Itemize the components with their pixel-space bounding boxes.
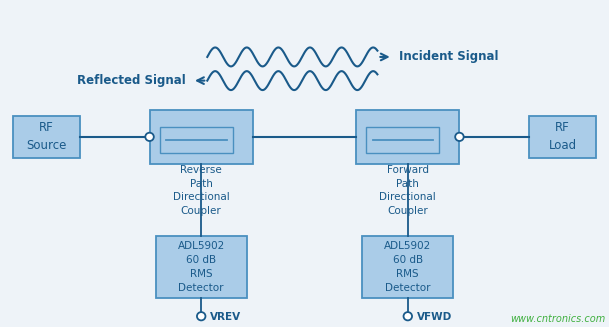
Text: ADL5902
60 dB
RMS
Detector: ADL5902 60 dB RMS Detector (178, 241, 225, 293)
Text: VREV: VREV (210, 312, 241, 322)
Text: ADL5902
60 dB
RMS
Detector: ADL5902 60 dB RMS Detector (384, 241, 431, 293)
Text: RF
Load: RF Load (549, 121, 577, 152)
Circle shape (455, 133, 463, 141)
FancyBboxPatch shape (160, 127, 233, 153)
FancyBboxPatch shape (156, 236, 247, 298)
FancyBboxPatch shape (150, 110, 253, 164)
Text: RF
Source: RF Source (26, 121, 66, 152)
Text: Incident Signal: Incident Signal (399, 50, 498, 63)
FancyBboxPatch shape (13, 116, 80, 158)
Text: Reflected Signal: Reflected Signal (77, 74, 186, 87)
Circle shape (197, 312, 205, 320)
FancyBboxPatch shape (367, 127, 439, 153)
FancyBboxPatch shape (362, 236, 453, 298)
Text: Reverse
Path
Directional
Coupler: Reverse Path Directional Coupler (173, 165, 230, 216)
FancyBboxPatch shape (356, 110, 459, 164)
Circle shape (404, 312, 412, 320)
Text: www.cntronics.com: www.cntronics.com (510, 314, 605, 324)
Circle shape (146, 133, 154, 141)
FancyBboxPatch shape (529, 116, 596, 158)
Text: VFWD: VFWD (417, 312, 452, 322)
Text: Forward
Path
Directional
Coupler: Forward Path Directional Coupler (379, 165, 436, 216)
